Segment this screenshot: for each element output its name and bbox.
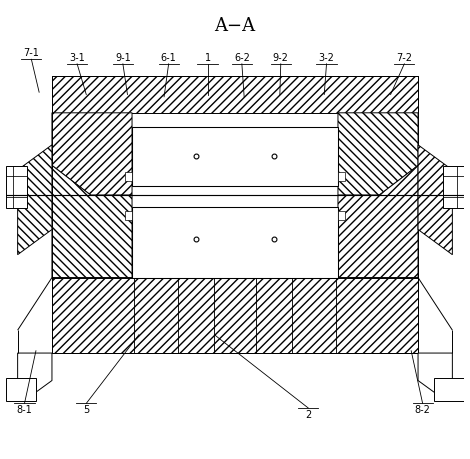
Text: 9-2: 9-2 [273,53,289,63]
Text: 3-2: 3-2 [319,53,335,63]
Text: 5: 5 [83,405,89,415]
Text: A−A: A−A [214,17,256,35]
Polygon shape [338,113,418,195]
Text: 7-1: 7-1 [24,48,39,58]
Bar [6,166,27,207]
Text: 9-1: 9-1 [115,53,131,63]
Polygon shape [338,165,418,278]
Text: 8-2: 8-2 [415,405,431,415]
Text: 8-1: 8-1 [16,405,32,415]
Bar [434,378,464,401]
Text: 2: 2 [305,410,311,420]
Text: 1: 1 [204,53,211,63]
Text: 3-1: 3-1 [69,53,85,63]
Polygon shape [18,353,52,399]
Bar [338,211,345,220]
Bar [52,278,418,353]
Bar [6,378,36,401]
Bar [443,166,464,207]
Polygon shape [418,145,452,255]
Bar [125,211,132,220]
Bar [52,76,418,113]
Polygon shape [52,165,132,278]
Polygon shape [52,113,132,195]
Polygon shape [418,353,452,399]
Bar [338,172,345,181]
Text: 7-2: 7-2 [396,53,412,63]
Bar [132,207,338,278]
Bar [125,172,132,181]
Text: 6-1: 6-1 [161,53,177,63]
Polygon shape [18,145,52,255]
Text: 6-2: 6-2 [234,53,250,63]
Bar [132,127,338,186]
